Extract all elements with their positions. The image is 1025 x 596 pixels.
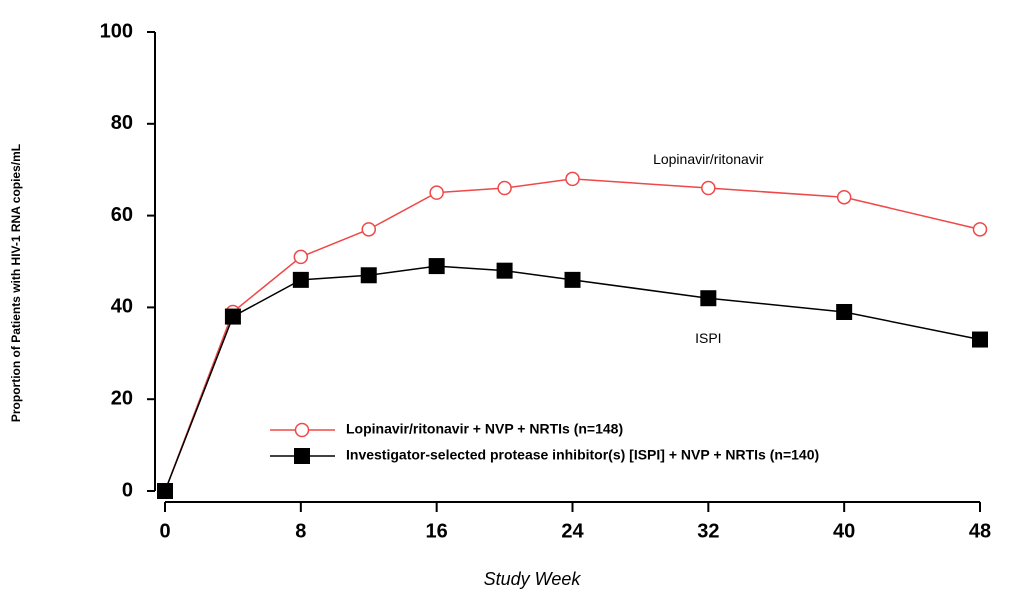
data-point xyxy=(836,189,852,205)
y-tick-label: 60 xyxy=(111,204,133,226)
legend-label: Investigator-selected protease inhibitor… xyxy=(346,447,819,463)
x-tick-label: 48 xyxy=(969,520,991,542)
data-point xyxy=(429,185,444,200)
x-tick-label: 0 xyxy=(159,520,170,542)
x-tick-label: 32 xyxy=(697,520,719,542)
data-point xyxy=(972,331,988,348)
data-point xyxy=(564,271,581,288)
data-point xyxy=(224,308,241,325)
data-point xyxy=(496,262,513,279)
data-point xyxy=(836,303,853,320)
legend-label: Lopinavir/ritonavir + NVP + NRTIs (n=148… xyxy=(346,421,623,437)
data-point xyxy=(701,180,716,196)
y-tick-label: 0 xyxy=(122,479,133,501)
y-tick-label: 40 xyxy=(111,296,133,318)
data-point xyxy=(428,258,445,275)
data-point xyxy=(497,180,512,196)
series-line xyxy=(164,178,981,492)
x-tick-label: 24 xyxy=(561,520,584,542)
series-line xyxy=(164,265,981,492)
annotation: ISPI xyxy=(695,330,721,346)
data-point xyxy=(972,222,988,237)
x-tick-label: 8 xyxy=(295,520,306,542)
x-tick-label: 40 xyxy=(833,520,855,542)
x-tick-label: 16 xyxy=(426,520,448,542)
x-axis-label: Study Week xyxy=(484,569,582,589)
data-point xyxy=(157,483,173,499)
y-axis-label: Proportion of Patients with HIV-1 RNA co… xyxy=(9,144,23,422)
legend-marker xyxy=(294,448,310,464)
data-point xyxy=(292,271,309,288)
y-tick-label: 80 xyxy=(111,112,133,134)
data-point xyxy=(360,267,377,284)
data-point xyxy=(361,222,376,237)
y-tick-label: 20 xyxy=(111,387,133,409)
data-point xyxy=(565,171,580,187)
legend-marker xyxy=(294,422,310,438)
annotation: Lopinavir/ritonavir xyxy=(653,151,764,167)
y-tick-label: 100 xyxy=(100,20,133,42)
data-point xyxy=(293,249,309,265)
data-point xyxy=(700,290,717,307)
